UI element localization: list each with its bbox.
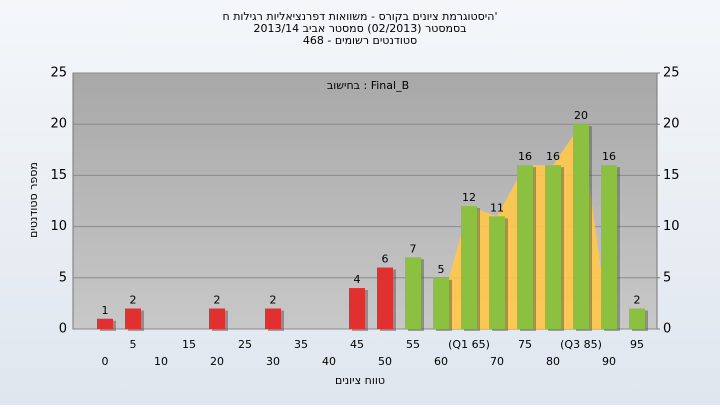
bar <box>125 308 141 329</box>
chart-title: היסטוגרמת ציונים בקורס - משוואות דפרנציא… <box>223 10 498 23</box>
x-tick-label: (Q1 65) <box>448 338 490 351</box>
value-label: 16 <box>602 150 616 163</box>
bar <box>97 318 113 329</box>
bar <box>209 308 225 329</box>
x-tick-label: 35 <box>294 338 308 351</box>
value-label: 2 <box>270 294 277 307</box>
x-tick-label: 70 <box>490 355 504 368</box>
bar <box>461 206 477 329</box>
x-tick-label: 60 <box>434 355 448 368</box>
y-tick-label: 25 <box>50 66 67 81</box>
y2-tick-label: 10 <box>663 219 680 234</box>
value-label: 5 <box>438 263 445 276</box>
x-tick-label: (Q3 85) <box>560 338 602 351</box>
value-label: 1 <box>102 304 109 317</box>
value-label: 2 <box>130 294 137 307</box>
bar <box>377 267 393 329</box>
value-label: 2 <box>214 294 221 307</box>
bar <box>545 165 561 329</box>
value-label: 16 <box>546 150 560 163</box>
y-tick-label: 10 <box>50 219 67 234</box>
bar <box>629 308 645 329</box>
value-label: 20 <box>574 109 588 122</box>
x-tick-label: 90 <box>602 355 616 368</box>
x-tick-label: 50 <box>378 355 392 368</box>
x-tick-label: 0 <box>102 355 109 368</box>
bar <box>405 257 421 329</box>
chart-subtitle: סטודנטים רשומים - 468 <box>303 34 417 47</box>
x-axis-label: טווח ציונים <box>335 374 385 387</box>
y-tick-label: 5 <box>59 270 67 285</box>
y-axis-label: מספר סטודנטים <box>27 162 40 238</box>
y2-tick-label: 5 <box>663 270 671 285</box>
bar <box>265 308 281 329</box>
x-tick-label: 30 <box>266 355 280 368</box>
value-label: 11 <box>490 201 504 214</box>
bar <box>601 165 617 329</box>
y-tick-label: 0 <box>59 322 67 337</box>
x-tick-label: 80 <box>546 355 560 368</box>
x-tick-label: 25 <box>238 338 252 351</box>
y2-tick-label: 20 <box>663 117 680 132</box>
bar <box>433 277 449 329</box>
x-tick-label: 75 <box>518 338 532 351</box>
bar <box>349 288 365 329</box>
y-tick-label: 20 <box>50 117 67 132</box>
x-tick-label: 20 <box>210 355 224 368</box>
x-tick-label: 10 <box>154 355 168 368</box>
bar <box>489 216 505 329</box>
value-label: 4 <box>354 273 361 286</box>
y2-tick-label: 0 <box>663 322 671 337</box>
value-label: 2 <box>634 294 641 307</box>
value-label: 12 <box>462 191 476 204</box>
y2-tick-label: 15 <box>663 168 680 183</box>
value-label: 7 <box>410 242 417 255</box>
x-tick-label: 15 <box>182 338 196 351</box>
x-tick-label: 5 <box>130 338 137 351</box>
x-tick-label: 40 <box>322 355 336 368</box>
chart-subtitle: בסמסטר (02/2013) סמסטר אביב 2013/14 <box>253 22 466 35</box>
x-tick-label: 95 <box>630 338 644 351</box>
annotation: בחישוב : Final_B <box>327 79 409 92</box>
y2-tick-label: 25 <box>663 66 680 81</box>
x-tick-label: 55 <box>406 338 420 351</box>
y-tick-label: 15 <box>50 168 67 183</box>
value-label: 6 <box>382 253 389 266</box>
bar <box>573 124 589 329</box>
value-label: 16 <box>518 150 532 163</box>
bar <box>517 165 533 329</box>
x-tick-label: 45 <box>350 338 364 351</box>
